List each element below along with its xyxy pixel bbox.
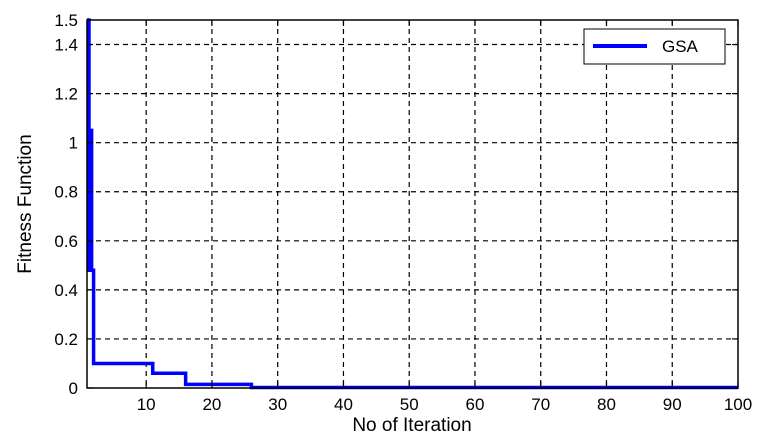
y-tick-label: 0 xyxy=(69,379,78,398)
legend: GSA xyxy=(583,28,726,65)
tick-marks xyxy=(87,20,739,389)
x-tick-label: 90 xyxy=(663,395,682,414)
y-tick-labels: 0 0.2 0.4 0.6 0.8 1 1.2 1.4 1.5 xyxy=(54,11,78,398)
y-tick-label: 1.5 xyxy=(54,11,78,30)
legend-label-gsa: GSA xyxy=(662,37,699,56)
x-tick-label: 40 xyxy=(334,395,353,414)
x-tick-label: 60 xyxy=(466,395,485,414)
x-tick-label: 20 xyxy=(202,395,221,414)
series-line-gsa xyxy=(87,18,738,390)
x-axis-label: No of Iteration xyxy=(352,415,471,436)
x-tick-label: 100 xyxy=(724,395,752,414)
plot-frame xyxy=(86,19,739,389)
y-tick-label: 0.2 xyxy=(54,330,78,349)
y-tick-label: 0.4 xyxy=(54,281,78,300)
y-tick-label: 0.6 xyxy=(54,232,78,251)
y-tick-label: 1 xyxy=(69,134,78,153)
x-tick-labels: 10 20 30 40 50 60 70 80 90 100 xyxy=(137,395,752,414)
x-tick-label: 10 xyxy=(137,395,156,414)
y-tick-label: 1.2 xyxy=(54,85,78,104)
x-tick-label: 50 xyxy=(400,395,419,414)
y-tick-label: 0.8 xyxy=(54,183,78,202)
plot-background xyxy=(87,20,738,388)
x-tick-label: 80 xyxy=(597,395,616,414)
x-tick-label: 70 xyxy=(531,395,550,414)
series-layer xyxy=(87,18,738,390)
x-tick-label: 30 xyxy=(268,395,287,414)
y-axis-label: Fitness Function xyxy=(15,134,36,273)
y-tick-label: 1.4 xyxy=(54,36,78,55)
